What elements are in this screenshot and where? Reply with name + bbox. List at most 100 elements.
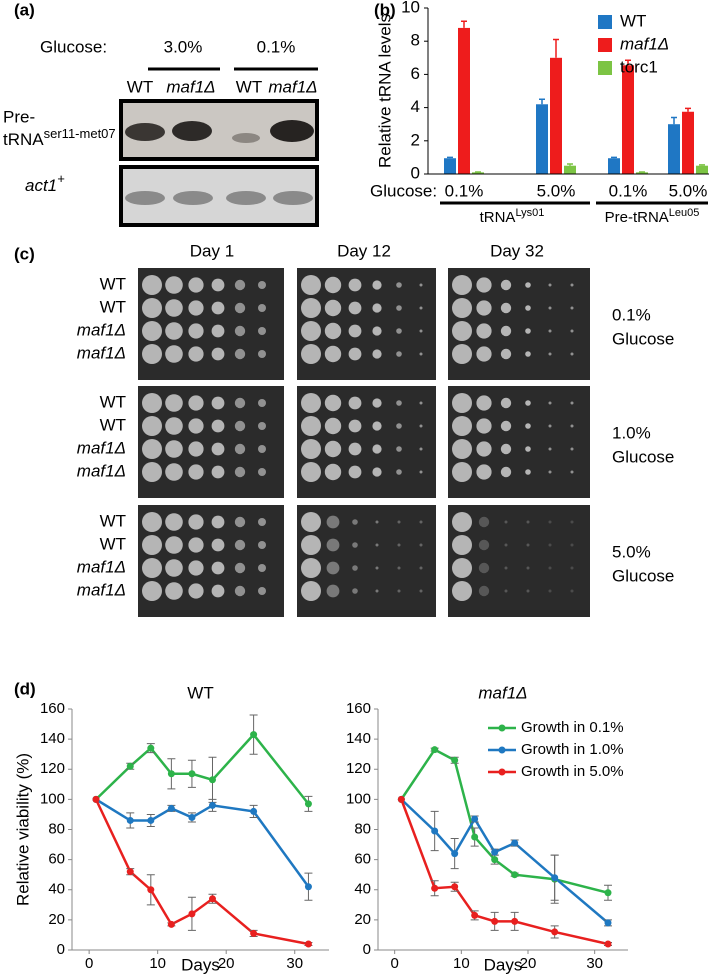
colony-spot bbox=[165, 322, 183, 340]
colony-spot bbox=[324, 417, 342, 435]
data-point bbox=[511, 839, 519, 847]
colony-spot bbox=[352, 519, 358, 525]
data-point bbox=[250, 807, 258, 815]
x-tick-label: 30 bbox=[286, 955, 303, 972]
colony-spot bbox=[500, 325, 512, 337]
colony-spot bbox=[211, 419, 225, 433]
colony-spot bbox=[211, 515, 225, 529]
glucose-label: 1.0% bbox=[612, 423, 651, 442]
y-tick-label: 120 bbox=[346, 760, 371, 777]
colony-spot bbox=[352, 542, 358, 548]
bar bbox=[696, 165, 708, 174]
colony-spot bbox=[452, 344, 472, 364]
colony-spot bbox=[324, 440, 342, 458]
colony-spot bbox=[525, 446, 531, 452]
strain-label: maf1Δ bbox=[77, 438, 126, 457]
colony-spot bbox=[258, 327, 266, 335]
bar bbox=[564, 165, 576, 174]
y-tick-label: 0 bbox=[411, 163, 420, 182]
colony-spot bbox=[234, 348, 246, 360]
colony-spot bbox=[352, 565, 358, 571]
colony-spot bbox=[348, 419, 362, 433]
gel-band bbox=[125, 191, 165, 205]
colony-spot bbox=[396, 400, 402, 406]
error-bar bbox=[539, 98, 545, 105]
panel-label: (b) bbox=[374, 0, 396, 19]
colony-spot bbox=[419, 329, 423, 333]
y-tick-label: 100 bbox=[40, 790, 65, 807]
data-point bbox=[167, 804, 175, 812]
data-point bbox=[147, 816, 155, 824]
y-tick-label: 10 bbox=[401, 0, 420, 16]
colony-spot bbox=[525, 305, 531, 311]
x-axis-label: Days bbox=[181, 955, 220, 974]
gel-band bbox=[173, 191, 213, 205]
series-line bbox=[400, 798, 609, 946]
colony-spot bbox=[548, 424, 552, 428]
x-tick-label: 20 bbox=[520, 955, 537, 972]
colony-spot bbox=[234, 279, 246, 291]
lane-label: WT bbox=[127, 77, 153, 96]
panel-label: (d) bbox=[14, 679, 36, 698]
colony-spot bbox=[324, 276, 342, 294]
data-point bbox=[208, 801, 216, 809]
strain-label: WT bbox=[100, 274, 126, 293]
colony-spot bbox=[142, 275, 162, 295]
colony-spot bbox=[234, 420, 246, 432]
gel-band bbox=[125, 123, 165, 141]
colony-spot bbox=[372, 467, 382, 477]
colony-spot bbox=[525, 423, 531, 429]
x-tick-label: 10 bbox=[453, 955, 470, 972]
colony-spot bbox=[142, 558, 162, 578]
colony-spot bbox=[188, 583, 204, 599]
colony-spot bbox=[258, 587, 266, 595]
data-point bbox=[451, 756, 459, 764]
y-axis-label: Relative viability (%) bbox=[13, 753, 32, 906]
day-label: Day 12 bbox=[337, 241, 391, 260]
data-point bbox=[208, 776, 216, 784]
y-tick-label: 8 bbox=[411, 31, 420, 50]
colony-spot bbox=[525, 351, 531, 357]
legend-label: Growth in 1.0% bbox=[521, 741, 624, 758]
bar bbox=[608, 158, 620, 174]
x-tick-label: 30 bbox=[586, 955, 603, 972]
data-point bbox=[147, 886, 155, 894]
legend-swatch bbox=[598, 61, 612, 75]
y-tick-label: 80 bbox=[48, 820, 65, 837]
colony-spot bbox=[142, 581, 162, 601]
colony-spot bbox=[452, 298, 472, 318]
colony-spot bbox=[258, 422, 266, 430]
legend-label: WT bbox=[620, 11, 646, 30]
colony-spot bbox=[397, 566, 401, 570]
colony-spot bbox=[452, 393, 472, 413]
colony-spot bbox=[258, 468, 266, 476]
bar bbox=[682, 111, 694, 174]
colony-spot bbox=[570, 470, 574, 474]
data-point bbox=[491, 848, 499, 856]
data-point bbox=[167, 920, 175, 928]
colony-spot bbox=[188, 418, 204, 434]
colony-spot bbox=[476, 395, 492, 411]
legend-swatch bbox=[598, 15, 612, 29]
colony-spot bbox=[500, 443, 512, 455]
colony-spot bbox=[348, 442, 362, 456]
colony-spot bbox=[234, 325, 246, 337]
data-point bbox=[167, 770, 175, 778]
row-label: Glucose: bbox=[370, 181, 437, 200]
colony-spot bbox=[396, 446, 402, 452]
colony-spot bbox=[526, 543, 530, 547]
colony-spot bbox=[188, 560, 204, 576]
bar bbox=[458, 27, 470, 175]
y-tick-label: 0 bbox=[363, 941, 371, 958]
colony-spot bbox=[234, 466, 246, 478]
data-point bbox=[511, 871, 519, 879]
group-label-sup: Leu05 bbox=[669, 207, 700, 219]
legend-marker bbox=[498, 746, 506, 754]
colony-spot bbox=[211, 324, 225, 338]
gel-band bbox=[232, 133, 260, 143]
legend-marker bbox=[498, 724, 506, 732]
colony-spot bbox=[324, 299, 342, 317]
day-label: Day 1 bbox=[190, 241, 234, 260]
colony-spot bbox=[500, 420, 512, 432]
